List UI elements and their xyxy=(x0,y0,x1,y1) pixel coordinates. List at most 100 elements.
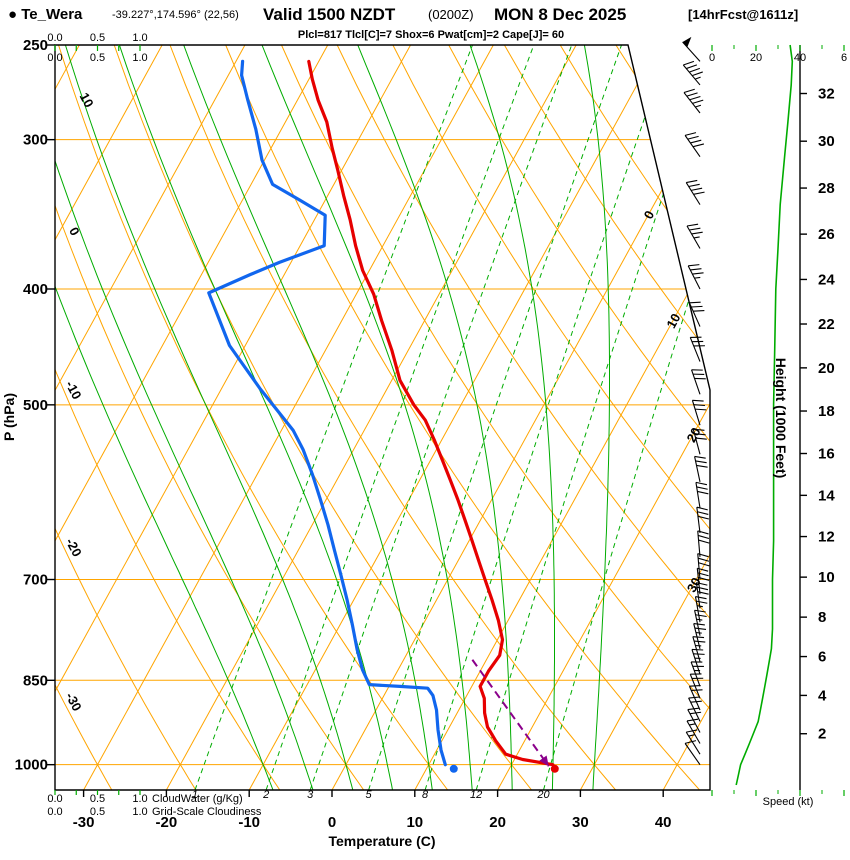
moist-adiabat-line xyxy=(261,45,473,790)
barb-full xyxy=(691,71,703,77)
temp-tick-label: -20 xyxy=(156,814,178,831)
mixing-ratio-label: 1 xyxy=(192,789,198,801)
barb-full xyxy=(691,231,703,235)
barb-full xyxy=(686,179,698,184)
barb-staff xyxy=(685,182,701,205)
barb-full xyxy=(696,486,708,490)
barb-full xyxy=(695,408,707,411)
surface-dewpoint-dot xyxy=(449,764,458,773)
wind-barb xyxy=(694,455,708,482)
barb-full xyxy=(698,562,710,567)
speed-tick-label: 6 xyxy=(841,52,847,64)
height-tick-label: 26 xyxy=(818,226,835,243)
temp-tick-label: 20 xyxy=(489,814,506,831)
dry-adiabat-edge-label: -30 xyxy=(63,690,85,714)
wind-barb xyxy=(697,530,710,557)
isotherm-line xyxy=(55,45,246,790)
barb-half xyxy=(688,734,695,737)
moist-adiabat-line xyxy=(469,45,555,790)
moist-adiabat-line xyxy=(64,45,354,790)
cloudwater-scale-label: 0.0 xyxy=(47,32,62,44)
wind-barb xyxy=(684,132,705,157)
mixing-ratio-label: 2 xyxy=(262,789,269,801)
temp-tick-label: 0 xyxy=(328,814,336,831)
barb-staff xyxy=(697,530,701,557)
mixing-ratio-label: 20 xyxy=(536,789,550,801)
wind-barb xyxy=(686,718,701,744)
speed-axis-title: Speed (kt) xyxy=(763,796,814,808)
temperature-curve xyxy=(307,59,555,767)
barb-staff xyxy=(695,482,701,509)
barb-staff xyxy=(682,64,701,86)
pressure-tick-label: 300 xyxy=(23,132,48,149)
dry-adiabat-line xyxy=(113,45,532,790)
barb-staff xyxy=(695,582,701,609)
wind-barb xyxy=(696,506,709,534)
barb-full xyxy=(691,648,704,651)
wind-barb xyxy=(694,609,707,636)
dry-adiabat-edge-label: -20 xyxy=(63,535,85,559)
temp-tick-label: -10 xyxy=(238,814,260,831)
barb-full xyxy=(690,139,702,144)
height-tick-label: 6 xyxy=(818,649,826,666)
barb-full xyxy=(694,455,706,459)
barb-full xyxy=(690,268,702,271)
barb-staff xyxy=(694,456,701,482)
moist-adiabat-line xyxy=(583,45,610,790)
height-tick-label: 16 xyxy=(818,446,835,463)
pressure-tick-label: 500 xyxy=(23,397,48,414)
valid-zulu-label: (0200Z) xyxy=(428,7,474,22)
barb-full xyxy=(694,627,707,630)
mixing-ratio-line xyxy=(475,45,710,790)
barb-full xyxy=(695,437,707,440)
barb-full xyxy=(688,183,700,188)
isotherm-line xyxy=(497,45,710,790)
barb-full xyxy=(686,92,698,97)
height-tick-label: 14 xyxy=(818,487,835,504)
barb-full xyxy=(697,490,709,495)
barb-full xyxy=(693,428,705,431)
barb-full xyxy=(690,187,703,191)
barb-full xyxy=(697,511,709,515)
barb-full xyxy=(693,623,705,626)
barb-full xyxy=(689,227,701,231)
dry-adiabat-line xyxy=(503,45,710,790)
barb-staff xyxy=(689,673,701,699)
dry-adiabat-line xyxy=(55,45,365,790)
barb-staff xyxy=(690,661,701,687)
dewpoint-curve xyxy=(207,59,447,767)
cloudwater-scale-label: 0.5 xyxy=(90,793,105,805)
speed-tick-label: 0 xyxy=(709,52,715,64)
indices-line: Plcl=817 Tlcl[C]=7 Shox=6 Pwat[cm]=2 Cap… xyxy=(298,29,564,41)
barb-full xyxy=(692,636,705,639)
cloudwater-scale-label: 0.0 xyxy=(47,793,62,805)
barb-staff xyxy=(683,92,701,114)
mixing-ratio-line xyxy=(424,45,671,790)
temp-tick-label: -30 xyxy=(73,814,95,831)
wind-barb xyxy=(685,729,701,755)
barb-full xyxy=(696,464,708,468)
cloudwater-scale-label: 0.5 xyxy=(90,32,105,44)
barb-full xyxy=(696,600,708,604)
barb-half xyxy=(689,723,696,726)
barb-staff xyxy=(697,553,701,580)
moist-adiabat-line xyxy=(183,45,433,790)
barb-staff xyxy=(696,507,701,534)
barb-full xyxy=(696,582,708,586)
speed-profile-curve xyxy=(735,44,794,786)
barb-full xyxy=(695,614,707,618)
barb-staff xyxy=(691,649,701,675)
mixing-ratio-line xyxy=(194,45,473,790)
barb-staff xyxy=(694,596,701,623)
dry-adiabat-line xyxy=(55,45,113,790)
dry-adiabat-line xyxy=(392,45,710,790)
cloudwater-scale-label: 1.0 xyxy=(132,793,147,805)
wind-barb xyxy=(691,369,706,395)
background-grid xyxy=(55,45,710,790)
barb-full xyxy=(693,310,705,312)
dry-adiabat-edge-label: -10 xyxy=(63,378,85,402)
dry-adiabat-line xyxy=(559,45,710,790)
barb-staff xyxy=(691,400,701,426)
cloudiness-scale-label: 0.0 xyxy=(47,52,62,64)
